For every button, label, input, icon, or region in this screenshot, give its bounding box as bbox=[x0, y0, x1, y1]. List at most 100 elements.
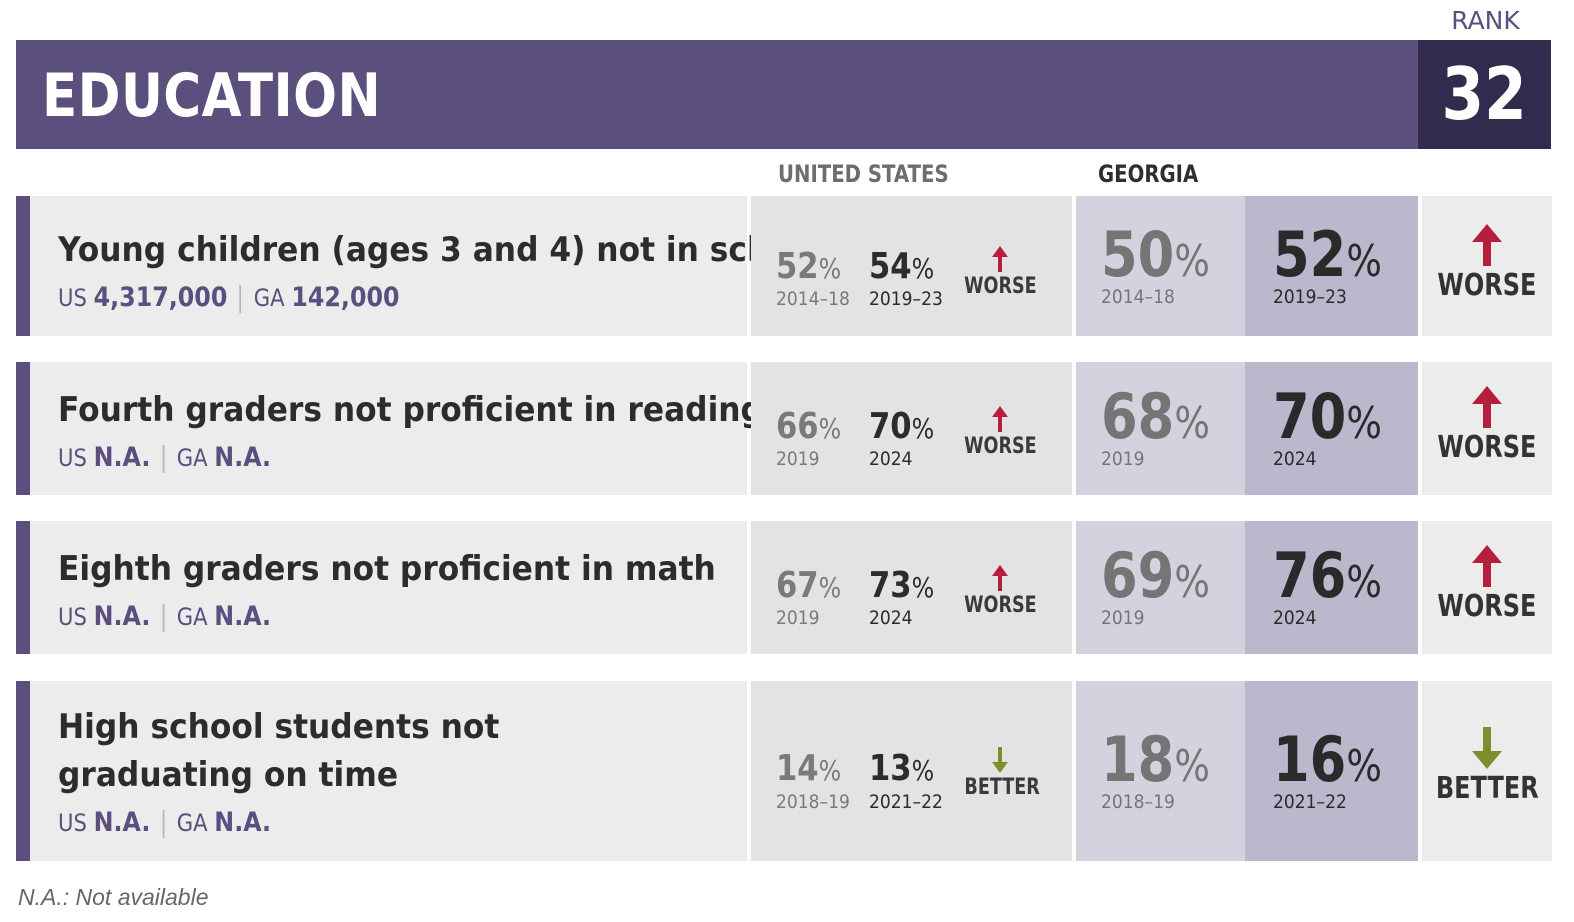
ga-count-label: GA bbox=[253, 284, 285, 312]
divider bbox=[162, 445, 165, 473]
us-old-period: 2018–19 bbox=[776, 791, 850, 813]
row-accent bbox=[16, 681, 30, 861]
up-arrow-icon bbox=[992, 406, 1008, 432]
us-trend: WORSE bbox=[955, 404, 1045, 459]
row-accent bbox=[16, 196, 30, 336]
ga-trend-cell: BETTER bbox=[1422, 681, 1552, 861]
indicator-title: Eighth graders not proficient in math bbox=[58, 549, 716, 589]
header-bar bbox=[16, 40, 1418, 149]
column-header-us: UNITED STATES bbox=[778, 160, 949, 188]
us-count: 4,317,000 bbox=[93, 282, 228, 313]
ga-new-period: 2024 bbox=[1273, 448, 1317, 470]
indicator-title: Fourth graders not proficient in reading bbox=[58, 390, 763, 430]
us-new-value: 70% bbox=[869, 406, 935, 447]
ga-old-cell: 18% 2018–19 bbox=[1076, 681, 1245, 861]
ga-old-period: 2019 bbox=[1101, 607, 1145, 629]
indicator-title: Young children (ages 3 and 4) not in sch… bbox=[58, 230, 823, 270]
ga-old-cell: 69% 2019 bbox=[1076, 521, 1245, 654]
ga-trend: BETTER bbox=[1422, 725, 1552, 806]
divider bbox=[239, 285, 242, 313]
ga-old-period: 2019 bbox=[1101, 448, 1145, 470]
indicator-counts: US N.A. GA N.A. bbox=[58, 601, 271, 632]
us-trend: WORSE bbox=[955, 563, 1045, 618]
ga-count: N.A. bbox=[214, 807, 272, 838]
indicator-row: High school students not graduating on t… bbox=[0, 681, 1574, 861]
us-values: 66% 2019 70% 2024 WORSE bbox=[751, 362, 1072, 495]
us-count-label: US bbox=[58, 603, 87, 631]
up-arrow-icon bbox=[992, 246, 1008, 272]
ga-new-cell: 70% 2024 bbox=[1245, 362, 1418, 495]
ga-new-period: 2019–23 bbox=[1273, 286, 1347, 308]
us-new-value: 13% bbox=[869, 748, 935, 789]
indicator-counts: US N.A. GA N.A. bbox=[58, 442, 271, 473]
row-description: Young children (ages 3 and 4) not in sch… bbox=[30, 196, 823, 336]
us-count: N.A. bbox=[93, 601, 151, 632]
ga-count: 142,000 bbox=[291, 282, 400, 313]
ga-old-period: 2018–19 bbox=[1101, 791, 1175, 813]
ga-new-period: 2024 bbox=[1273, 607, 1317, 629]
indicator-counts: US N.A. GA N.A. bbox=[58, 807, 271, 838]
up-arrow-icon bbox=[1472, 386, 1502, 428]
ga-old-cell: 50% 2014–18 bbox=[1076, 196, 1245, 336]
ga-count: N.A. bbox=[214, 442, 272, 473]
us-count-label: US bbox=[58, 444, 87, 472]
ga-new-value: 70% bbox=[1273, 380, 1382, 453]
us-trend-label: WORSE bbox=[964, 593, 1037, 618]
us-new-period: 2024 bbox=[869, 448, 913, 470]
indicator-title: High school students not graduating on t… bbox=[58, 703, 499, 799]
us-count: N.A. bbox=[93, 442, 151, 473]
indicator-row: Young children (ages 3 and 4) not in sch… bbox=[0, 196, 1574, 336]
row-description: Fourth graders not proficient in reading… bbox=[30, 362, 763, 495]
ga-new-cell: 76% 2024 bbox=[1245, 521, 1418, 654]
ga-trend-label: WORSE bbox=[1437, 430, 1537, 465]
ga-new-cell: 16% 2021–22 bbox=[1245, 681, 1418, 861]
ga-old-value: 68% bbox=[1101, 380, 1210, 453]
us-old-period: 2019 bbox=[776, 607, 820, 629]
us-trend-label: WORSE bbox=[964, 274, 1037, 299]
ga-new-cell: 52% 2019–23 bbox=[1245, 196, 1418, 336]
ga-trend-label: BETTER bbox=[1435, 771, 1539, 806]
us-old-value: 66% bbox=[776, 406, 842, 447]
rank-value: 32 bbox=[1441, 52, 1528, 136]
us-old-value: 14% bbox=[776, 748, 842, 789]
us-trend: WORSE bbox=[955, 244, 1045, 299]
ga-old-cell: 68% 2019 bbox=[1076, 362, 1245, 495]
ga-trend: WORSE bbox=[1422, 222, 1552, 303]
ga-trend-cell: WORSE bbox=[1422, 196, 1552, 336]
indicator-counts: US 4,317,000 GA 142,000 bbox=[58, 282, 400, 313]
indicator-title-line: graduating on time bbox=[58, 755, 399, 795]
us-values: 14% 2018–19 13% 2021–22 BETTER bbox=[751, 681, 1072, 861]
ga-trend-cell: WORSE bbox=[1422, 521, 1552, 654]
us-old-value: 67% bbox=[776, 565, 842, 606]
ga-old-value: 69% bbox=[1101, 539, 1210, 612]
us-values: 52% 2014–18 54% 2019–23 WORSE bbox=[751, 196, 1072, 336]
divider bbox=[162, 604, 165, 632]
up-arrow-icon bbox=[992, 565, 1008, 591]
ga-old-value: 18% bbox=[1101, 723, 1210, 796]
ga-new-value: 16% bbox=[1273, 723, 1382, 796]
down-arrow-icon bbox=[992, 747, 1008, 773]
up-arrow-icon bbox=[1472, 224, 1502, 266]
us-new-period: 2019–23 bbox=[869, 288, 943, 310]
ga-trend-cell: WORSE bbox=[1422, 362, 1552, 495]
us-trend: BETTER bbox=[955, 745, 1045, 800]
page-title: EDUCATION bbox=[42, 61, 382, 131]
us-trend-label: BETTER bbox=[964, 775, 1040, 800]
down-arrow-icon bbox=[1472, 727, 1502, 769]
ga-new-value: 76% bbox=[1273, 539, 1382, 612]
row-accent bbox=[16, 362, 30, 495]
us-new-period: 2021–22 bbox=[869, 791, 943, 813]
up-arrow-icon bbox=[1472, 545, 1502, 587]
row-description: High school students not graduating on t… bbox=[30, 681, 747, 861]
ga-old-period: 2014–18 bbox=[1101, 286, 1175, 308]
ga-trend-label: WORSE bbox=[1437, 268, 1537, 303]
ga-trend-label: WORSE bbox=[1437, 589, 1537, 624]
us-values: 67% 2019 73% 2024 WORSE bbox=[751, 521, 1072, 654]
ga-count-label: GA bbox=[176, 809, 208, 837]
column-header-ga: GEORGIA bbox=[1098, 160, 1199, 188]
divider bbox=[162, 810, 165, 838]
footnote: N.A.: Not available bbox=[18, 884, 209, 910]
us-new-period: 2024 bbox=[869, 607, 913, 629]
ga-new-value: 52% bbox=[1273, 218, 1382, 291]
ga-count-label: GA bbox=[176, 444, 208, 472]
